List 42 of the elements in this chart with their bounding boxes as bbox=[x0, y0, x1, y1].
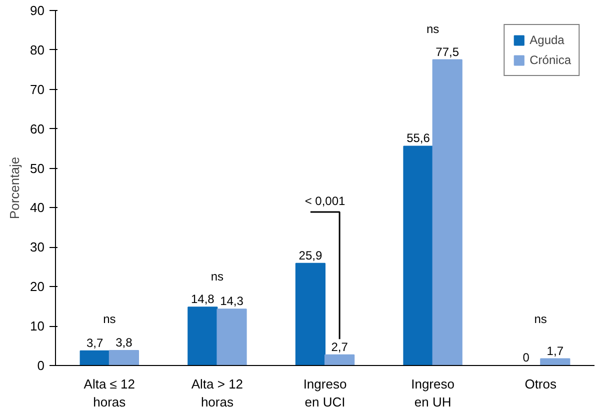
data-label: 2,7 bbox=[331, 340, 348, 354]
data-label: 55,6 bbox=[406, 131, 430, 146]
bar bbox=[432, 59, 462, 366]
bar bbox=[216, 308, 247, 366]
data-label: 25,9 bbox=[298, 248, 322, 262]
annotation: ns bbox=[534, 312, 547, 326]
y-tick-label: 70 bbox=[30, 82, 45, 97]
y-tick-label: 30 bbox=[30, 240, 45, 255]
data-label: 1,7 bbox=[546, 344, 564, 358]
y-tick-label: 10 bbox=[30, 318, 45, 334]
x-tick-label: Ingreso en UH bbox=[411, 376, 454, 410]
y-tick-label: 80 bbox=[30, 42, 45, 58]
data-label: 14,8 bbox=[190, 292, 215, 306]
annotation: < 0,001 bbox=[304, 194, 346, 208]
data-label: 3,7 bbox=[86, 336, 104, 350]
annotation: ns bbox=[103, 312, 116, 326]
bar bbox=[540, 358, 570, 366]
data-label: 0 bbox=[522, 350, 530, 364]
y-tick-label: 20 bbox=[30, 279, 45, 294]
data-label: 77,5 bbox=[436, 44, 460, 59]
bar bbox=[188, 306, 218, 366]
bar bbox=[80, 350, 110, 366]
annotation: ns bbox=[426, 22, 440, 36]
bar bbox=[108, 350, 140, 366]
legend-label: Aguda bbox=[530, 33, 564, 47]
legend-label: Crónica bbox=[530, 53, 571, 67]
data-label: 14,3 bbox=[220, 294, 244, 308]
x-tick-label: Alta ≤ 12 horas bbox=[84, 376, 136, 410]
bar bbox=[295, 262, 326, 366]
bar bbox=[324, 354, 355, 366]
y-tick-label: 90 bbox=[30, 3, 45, 18]
bar bbox=[403, 146, 434, 366]
x-tick-label: Alta > 12 horas bbox=[191, 376, 244, 410]
x-tick-label: Ingreso en UCI bbox=[303, 376, 347, 410]
y-tick-label: 40 bbox=[30, 200, 45, 216]
data-label: 3,8 bbox=[116, 336, 133, 350]
y-tick-label: 0 bbox=[37, 358, 45, 373]
y-tick-label: 60 bbox=[30, 121, 45, 136]
x-tick-label: Otros bbox=[524, 376, 557, 392]
y-axis-title: Porcentaje bbox=[7, 156, 22, 220]
y-tick-label: 50 bbox=[30, 160, 45, 176]
annotation: ns bbox=[210, 269, 224, 284]
